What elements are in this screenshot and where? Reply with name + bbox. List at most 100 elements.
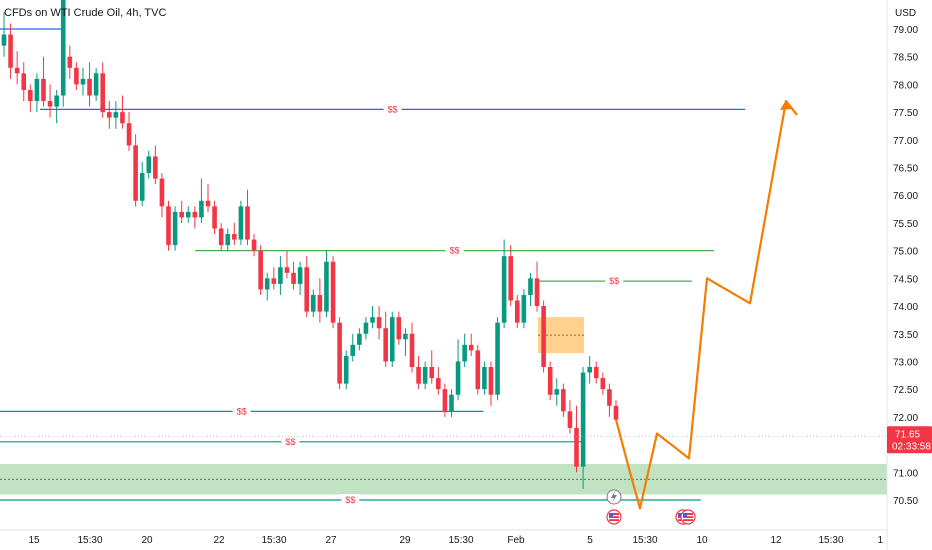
current-price-badge: 71.65 02:33:58: [887, 426, 932, 454]
candle-body: [28, 89, 33, 102]
candle-body: [409, 333, 415, 368]
candle-body: [218, 228, 224, 246]
candle-body: [212, 206, 217, 229]
candle-body: [100, 73, 106, 113]
candle-body: [172, 211, 178, 246]
candle-body: [343, 355, 349, 384]
liquidity-label: $$: [387, 104, 397, 114]
candle-body: [442, 389, 448, 412]
candle-body: [60, 0, 66, 96]
liquidity-label-bg: [605, 275, 624, 287]
time-tick-label: 22: [213, 535, 225, 546]
candle-body: [8, 34, 13, 68]
candle-body: [251, 239, 257, 251]
price-tick-label: 76.50: [893, 164, 918, 175]
candle-body: [468, 344, 474, 351]
candle-body: [225, 234, 231, 246]
price-tick-label: 74.00: [893, 302, 918, 313]
liquidity-label: $$: [609, 276, 619, 286]
liquidity-label: $$: [285, 437, 295, 447]
candle-body: [153, 156, 158, 179]
candle-body: [429, 367, 435, 379]
time-tick-label: 15:30: [77, 535, 102, 546]
price-tick-label: 72.50: [893, 385, 918, 396]
us-flag-event-icon[interactable]: [680, 509, 696, 525]
candle-body: [179, 211, 184, 218]
candle-body: [21, 73, 27, 90]
candle-body: [534, 278, 540, 307]
candle-body: [403, 333, 408, 340]
candle-body: [146, 156, 152, 174]
candle-body: [508, 256, 514, 301]
price-tick-label: 75.50: [893, 219, 918, 230]
current-price-value: 71.65: [895, 429, 920, 440]
candle-body: [449, 394, 454, 412]
demand-zone: [0, 463, 887, 495]
candle-body: [613, 405, 619, 420]
candle-body: [593, 367, 599, 379]
time-tick-label: 15:30: [448, 535, 473, 546]
candle-body: [475, 350, 481, 390]
price-tick-label: 78.50: [893, 53, 918, 64]
candle-body: [495, 322, 500, 395]
candle-body: [93, 73, 99, 96]
candle-body: [87, 78, 92, 96]
chart-title: CFDs on WTI Crude Oil, 4h, TVC: [4, 7, 166, 19]
liquidity-label-bg: [383, 103, 402, 115]
candle-body: [561, 389, 566, 412]
price-tick-label: 77.00: [893, 136, 918, 147]
us-flag-event-icon[interactable]: [606, 509, 622, 525]
candle-body: [258, 250, 263, 290]
candle-body: [54, 95, 59, 107]
candle-body: [278, 267, 283, 284]
candle-body: [139, 173, 145, 201]
candle-body: [291, 272, 296, 284]
candle-body: [455, 361, 461, 395]
liquidity-label: $$: [345, 495, 355, 505]
projection-path: [614, 99, 798, 510]
candle-body: [310, 294, 316, 312]
candles: [1, 0, 619, 489]
candle-body: [74, 67, 79, 85]
candle-body: [607, 389, 612, 406]
candle-body: [554, 389, 560, 395]
liquidity-label: $$: [237, 406, 247, 416]
candle-body: [113, 112, 119, 118]
candle-body: [34, 78, 40, 102]
time-axis-ticks[interactable]: 15 15:30 20 22 15:30 27 29 15:30 Feb 5 15:30 10 12 15…: [28, 535, 883, 546]
candle-body: [376, 317, 382, 329]
candle-body: [330, 261, 336, 323]
candle-body: [80, 78, 86, 85]
candle-body: [317, 294, 323, 312]
candle-body: [389, 317, 395, 362]
candle-body: [185, 211, 191, 218]
candle-body: [567, 411, 573, 428]
candle-body: [528, 278, 533, 295]
lightning-icon[interactable]: [606, 489, 622, 505]
bar-countdown: 02:33:58: [892, 441, 931, 452]
candle-body: [396, 317, 402, 340]
candle-body: [304, 267, 310, 312]
time-tick-label: 15:30: [261, 535, 286, 546]
candle-body: [271, 278, 277, 284]
candle-body: [541, 306, 546, 368]
candle-body: [501, 256, 507, 323]
candle-body: [297, 267, 303, 284]
liquidity-levels: $$ $$ $$ $$ $$ $$: [0, 28, 746, 505]
time-tick-label: 15:30: [632, 535, 657, 546]
price-tick-label: 76.00: [893, 191, 918, 202]
candle-body: [232, 234, 237, 240]
candle-body: [600, 378, 606, 390]
price-tick-label: 75.00: [893, 247, 918, 258]
price-tick-label: 78.00: [893, 80, 918, 91]
time-tick-label: 5: [587, 535, 593, 546]
candle-body: [488, 367, 494, 395]
price-axis-ticks[interactable]: 79.00 78.50 78.00 77.50 77.00 76.50 76.00 75.50…: [893, 25, 918, 507]
candle-body: [238, 206, 244, 240]
candle-body: [422, 367, 428, 384]
candle-body: [370, 317, 375, 323]
candle-body: [416, 367, 421, 384]
candle-body: [14, 67, 20, 74]
liquidity-label-bg: [341, 494, 360, 505]
